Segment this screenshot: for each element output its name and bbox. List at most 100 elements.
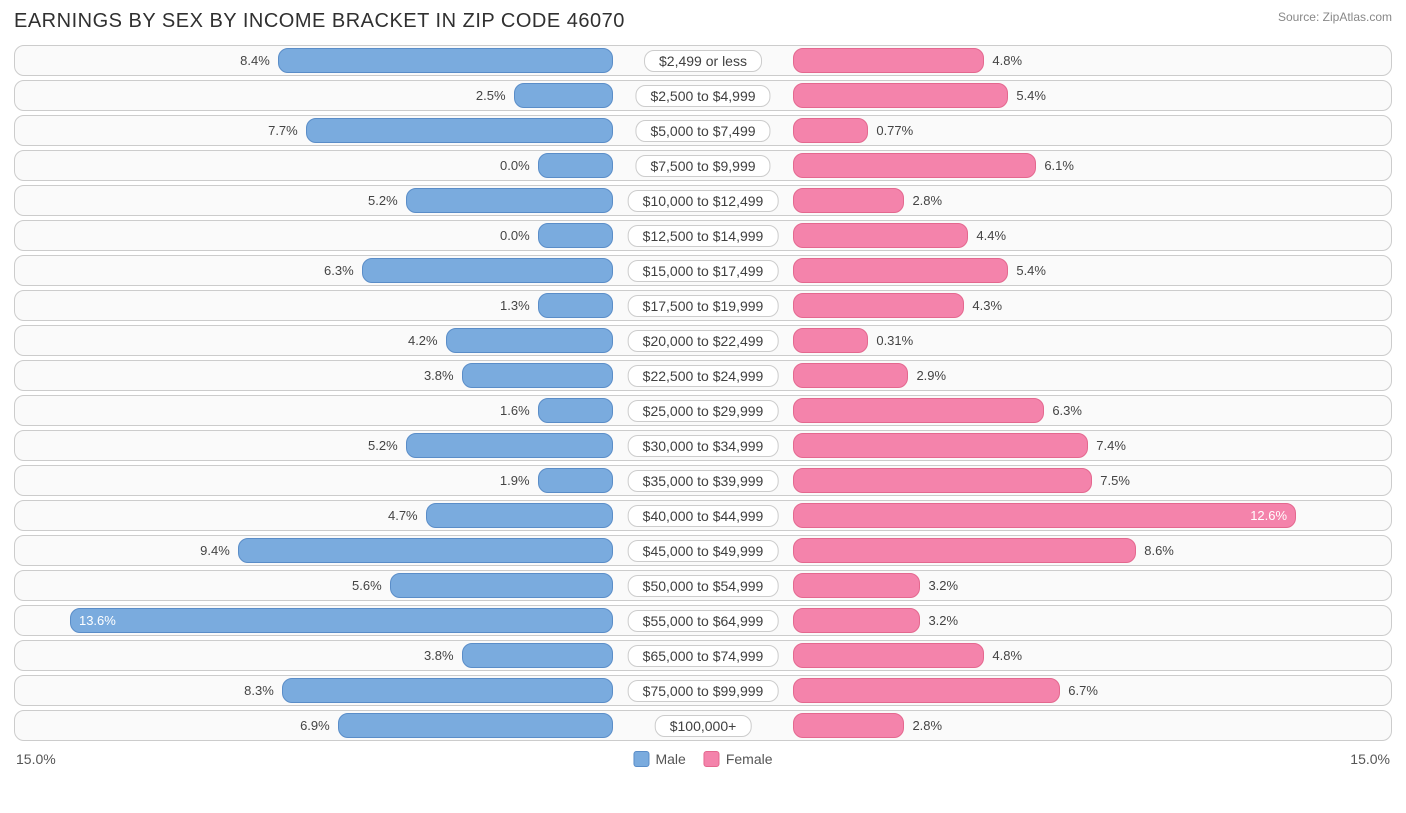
female-value-label: 12.6% [1242,508,1295,523]
chart-row: 4.2% 0.31% $20,000 to $22,499 [14,325,1392,356]
female-value-label: 5.4% [1016,88,1046,103]
male-half: 0.0% [14,153,703,178]
female-bar [793,538,1137,563]
male-half: 1.6% [14,398,703,423]
female-swatch-icon [704,751,720,767]
female-half: 8.6% [703,538,1392,563]
male-half: 8.3% [14,678,703,703]
chart-row: 1.3%4.3%$17,500 to $19,999 [14,290,1392,321]
female-half: 2.8% [703,188,1392,213]
category-label: $100,000+ [655,715,752,737]
category-label: $35,000 to $39,999 [628,470,779,492]
legend-female-label: Female [726,751,773,767]
female-half: 0.77% [703,118,1392,143]
male-bar [306,118,614,143]
legend-female: Female [704,751,773,767]
category-label: $20,000 to $22,499 [628,330,779,352]
female-value-label: 2.8% [912,193,942,208]
female-half: 6.3% [703,398,1392,423]
female-value-label: 0.77% [876,123,913,138]
category-label: $45,000 to $49,999 [628,540,779,562]
female-half: 5.4% [703,258,1392,283]
female-half: 12.6% [703,503,1392,528]
male-value-label: 9.4% [200,543,230,558]
chart-header: EARNINGS BY SEX BY INCOME BRACKET IN ZIP… [14,10,1392,33]
male-value-label: 0.0% [500,158,530,173]
female-bar [793,573,921,598]
female-value-label: 4.8% [992,648,1022,663]
male-value-label: 2.5% [476,88,506,103]
female-bar [793,223,969,248]
male-half: 3.8% [14,363,703,388]
male-bar [514,83,614,108]
chart-row: 5.2%2.8%$10,000 to $12,499 [14,185,1392,216]
female-value-label: 4.8% [992,53,1022,68]
female-value-label: 3.2% [928,613,958,628]
female-bar: 12.6% [793,503,1297,528]
female-value-label: 8.6% [1144,543,1174,558]
male-bar [390,573,614,598]
female-half: 2.8% [703,713,1392,738]
chart-row: 1.6%6.3%$25,000 to $29,999 [14,395,1392,426]
female-half: 2.9% [703,363,1392,388]
male-bar [462,643,614,668]
axis-max-right: 15.0% [1350,751,1390,767]
female-bar [793,48,985,73]
female-value-label: 6.1% [1044,158,1074,173]
female-half: 6.1% [703,153,1392,178]
chart-row: 4.7%12.6%$40,000 to $44,999 [14,500,1392,531]
male-half: 0.0% [14,223,703,248]
male-bar [278,48,614,73]
chart-row: 13.6% 3.2% $55,000 to $64,999 [14,605,1392,636]
female-value-label: 7.4% [1096,438,1126,453]
male-value-label: 6.3% [324,263,354,278]
male-bar [538,398,614,423]
category-label: $2,499 or less [644,50,762,72]
chart-row: 3.8%4.8%$65,000 to $74,999 [14,640,1392,671]
category-label: $7,500 to $9,999 [635,155,770,177]
male-value-label: 5.2% [368,193,398,208]
male-value-label: 13.6% [71,613,124,628]
chart-title: EARNINGS BY SEX BY INCOME BRACKET IN ZIP… [14,10,625,33]
female-bar [793,293,965,318]
female-half: 7.5% [703,468,1392,493]
male-value-label: 1.3% [500,298,530,313]
male-value-label: 4.2% [408,333,438,348]
chart-row: 7.7%0.77%$5,000 to $7,499 [14,115,1392,146]
category-label: $12,500 to $14,999 [628,225,779,247]
male-bar: 13.6% [70,608,613,633]
category-label: $30,000 to $34,999 [628,435,779,457]
male-half: 7.7% [14,118,703,143]
female-value-label: 4.4% [976,228,1006,243]
male-half: 4.2% [14,328,703,353]
chart-row: 8.4%4.8%$2,499 or less [14,45,1392,76]
category-label: $55,000 to $64,999 [628,610,779,632]
chart-source: Source: ZipAtlas.com [1278,10,1392,24]
female-bar [793,153,1037,178]
chart-footer: 15.0% Male Female 15.0% [14,747,1392,771]
female-bar [793,258,1009,283]
chart-row: 1.9% 7.5% $35,000 to $39,999 [14,465,1392,496]
female-value-label: 7.5% [1100,473,1130,488]
male-value-label: 1.6% [500,403,530,418]
female-bar [793,328,869,353]
female-bar [793,433,1089,458]
female-value-label: 4.3% [972,298,1002,313]
male-half: 1.9% [14,468,703,493]
male-half: 1.3% [14,293,703,318]
female-bar [793,118,869,143]
legend-male-label: Male [655,751,685,767]
female-value-label: 2.9% [916,368,946,383]
category-label: $15,000 to $17,499 [628,260,779,282]
female-bar [793,678,1061,703]
male-bar [538,468,614,493]
female-value-label: 0.31% [876,333,913,348]
category-label: $22,500 to $24,999 [628,365,779,387]
female-bar [793,608,921,633]
male-half: 5.2% [14,188,703,213]
female-half: 3.2% [703,573,1392,598]
female-value-label: 6.7% [1068,683,1098,698]
female-half: 4.8% [703,643,1392,668]
male-half: 13.6% [14,608,703,633]
axis-max-left: 15.0% [16,751,56,767]
